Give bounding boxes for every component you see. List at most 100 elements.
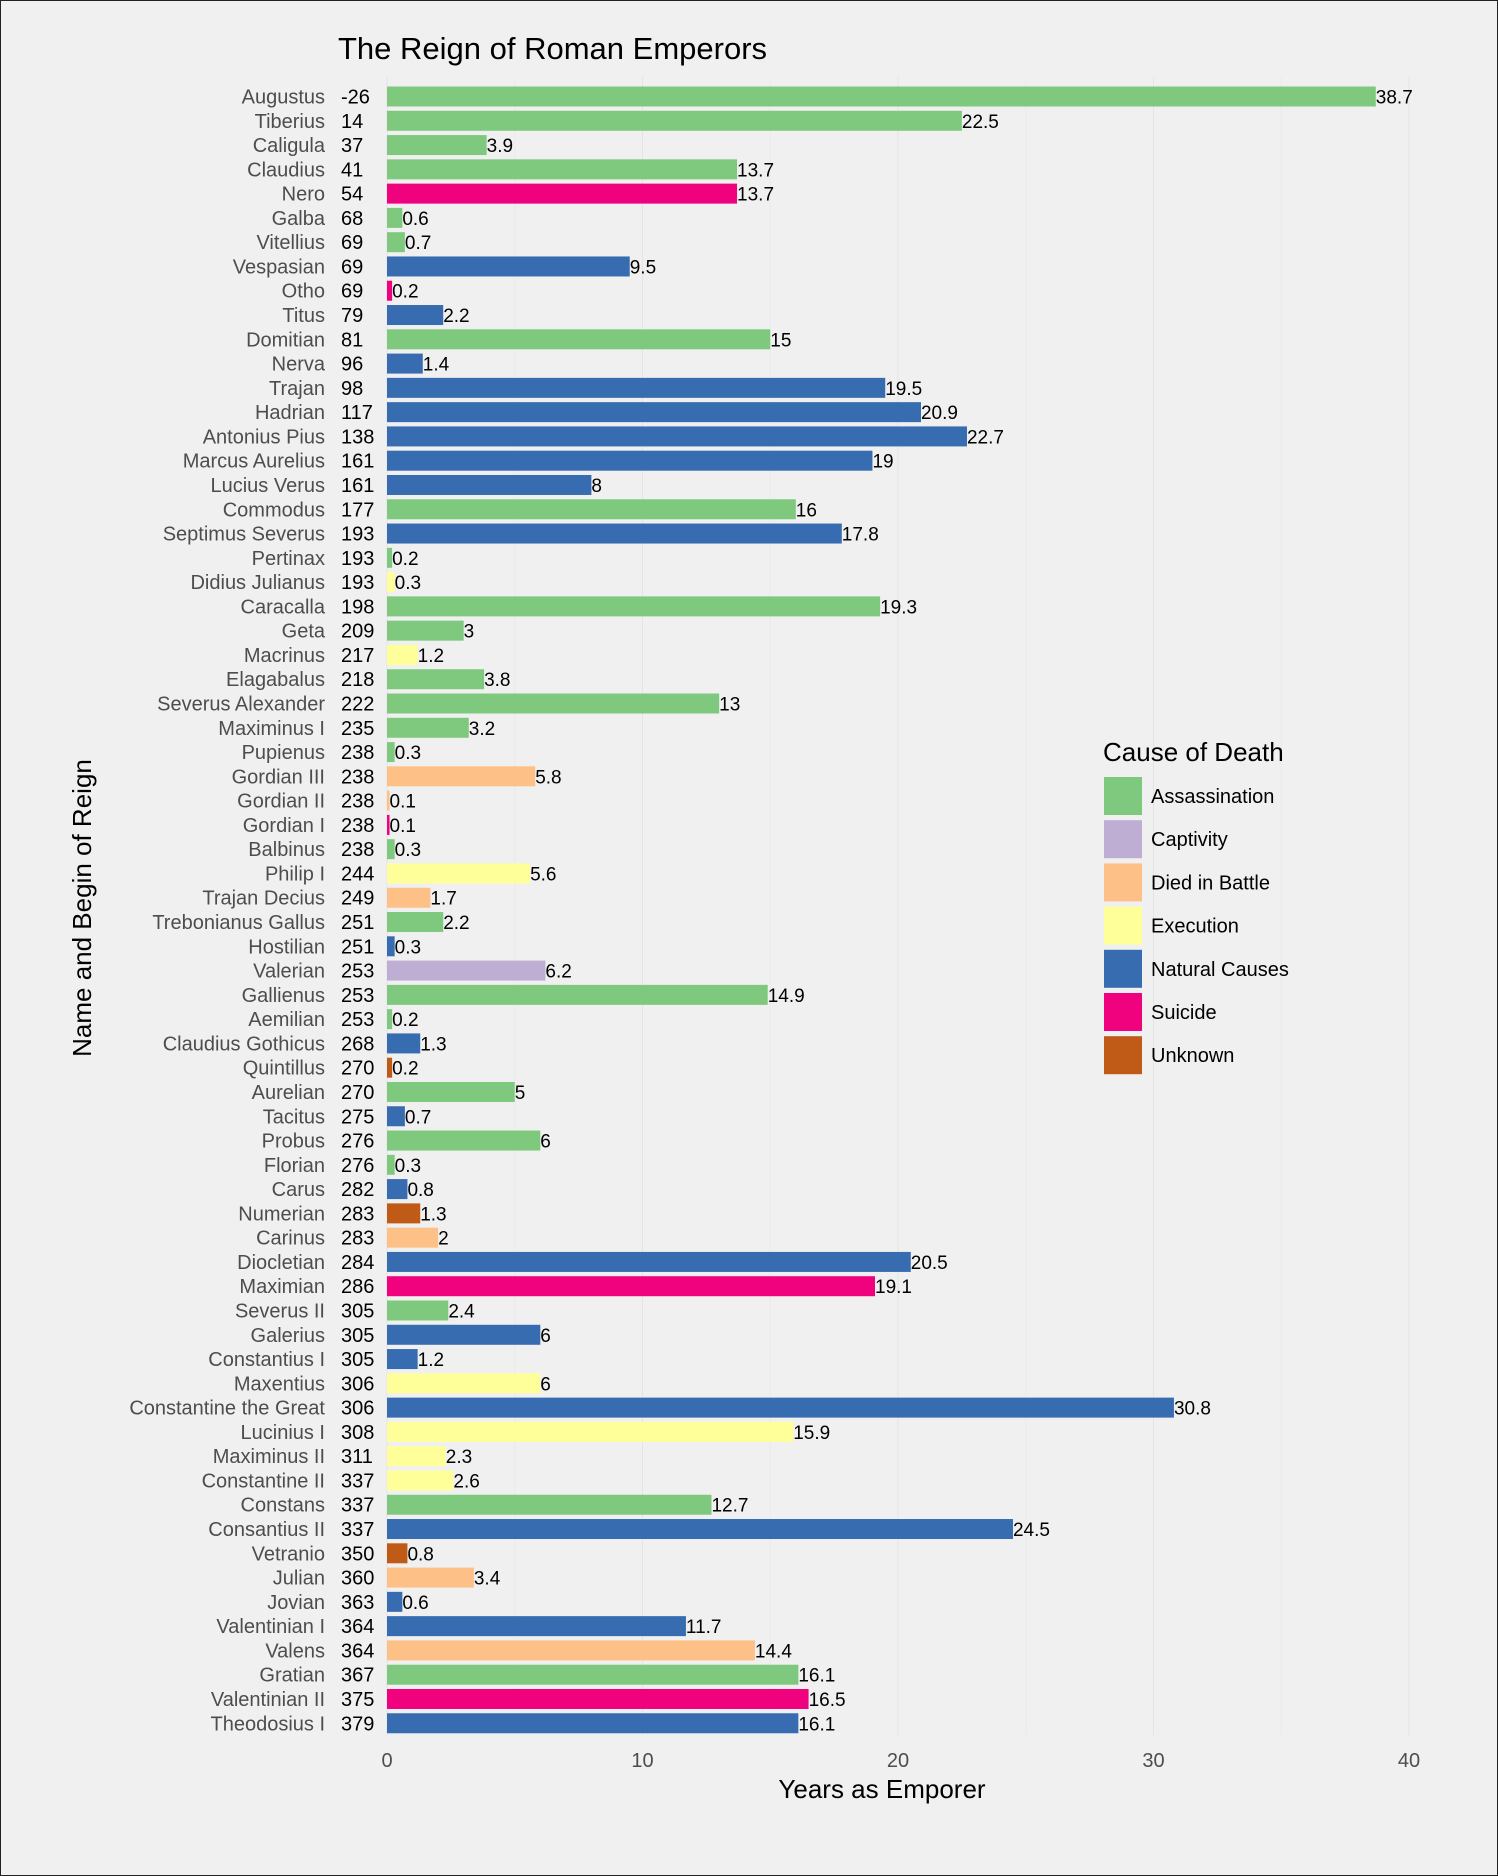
reign-begin-label: 96 [341, 354, 363, 376]
bar-value-label: 0.3 [395, 937, 421, 958]
bar [387, 1688, 809, 1709]
emperor-name-label: Macrinus [244, 645, 325, 667]
bar [387, 984, 768, 1005]
legend-swatch [1104, 906, 1142, 945]
emperor-name-label: Vitellius [256, 232, 325, 254]
legend-label: Unknown [1151, 1045, 1234, 1067]
emperor-name-label: Maxentius [234, 1373, 325, 1395]
bar-value-label: 16.1 [798, 1666, 835, 1687]
bar-value-label: 0.3 [395, 743, 421, 764]
emperor-name-label: Vespasian [233, 256, 325, 278]
bar [387, 183, 738, 204]
reign-begin-label: 253 [341, 1009, 374, 1031]
bar [387, 936, 395, 957]
bar [387, 1057, 393, 1078]
bar [387, 1276, 876, 1297]
bar [387, 1446, 446, 1467]
reign-begin-label: 251 [341, 912, 374, 934]
reign-begin-label: 275 [341, 1106, 374, 1128]
x-axis-ticks: 0 10 20 30 40 [381, 1750, 1420, 1772]
bar-value-label: 6 [540, 1374, 551, 1395]
bar-value-label: 16.1 [798, 1714, 835, 1735]
emperor-name-label: Severus Alexander [157, 694, 325, 716]
emperor-name-label: Tacitus [263, 1106, 325, 1128]
bar [387, 1616, 686, 1637]
legend-swatch [1104, 777, 1142, 815]
bar [387, 572, 395, 593]
bar-value-label: 0.6 [402, 1593, 428, 1614]
bar-value-label: 17.8 [842, 525, 879, 546]
emperor-name-label: Gordian II [237, 791, 325, 813]
legend-swatch [1104, 820, 1142, 859]
emperor-name-label: Caracalla [241, 596, 326, 618]
bar-value-label: 1.4 [423, 355, 450, 376]
bar [387, 1349, 418, 1370]
bar-value-label: 11.7 [686, 1617, 722, 1638]
bar [387, 693, 720, 714]
bar [387, 1640, 755, 1661]
reign-begin-label: 193 [341, 548, 374, 570]
emperor-name-label: Hostilian [248, 936, 325, 958]
reign-begin-label: 238 [341, 742, 374, 764]
emperor-name-label: Claudius Gothicus [163, 1033, 325, 1055]
reign-begin-label: 270 [341, 1082, 374, 1104]
emperor-name-label: Galerius [251, 1325, 325, 1347]
emperor-name-label: Valerian [253, 961, 325, 983]
x-tick-label: 30 [1142, 1750, 1164, 1772]
bar [387, 669, 485, 690]
bar [387, 353, 423, 374]
emperor-name-label: Maximian [239, 1276, 325, 1298]
bar [387, 863, 531, 884]
reign-begin-label: 244 [341, 863, 374, 885]
bar [387, 1081, 515, 1102]
bar [387, 474, 592, 495]
bar [387, 86, 1376, 107]
emperor-name-label: Hadrian [255, 402, 325, 424]
x-tick-label: 40 [1398, 1750, 1420, 1772]
bars [387, 86, 1376, 1734]
y-axis-title: Name and Begin of Reign [67, 759, 97, 1057]
bar-value-label: 3.8 [484, 670, 510, 691]
bar [387, 644, 418, 665]
reign-begin-label: 235 [341, 718, 374, 740]
bar [387, 280, 393, 301]
bar [387, 620, 464, 641]
reign-begin-label: 209 [341, 621, 374, 643]
bar [387, 110, 962, 131]
reign-begin-label: 217 [341, 645, 374, 667]
bar [387, 1251, 911, 1272]
reign-begin-label: 375 [341, 1689, 374, 1711]
emperor-name-label: Septimus Severus [163, 524, 325, 546]
bar-value-label: 0.2 [392, 1059, 418, 1080]
bar-value-label: 12.7 [711, 1496, 748, 1517]
bar [387, 790, 390, 811]
bar [387, 814, 390, 835]
reign-begin-label: 308 [341, 1422, 374, 1444]
bar-value-label: 0.3 [395, 1156, 421, 1177]
bar [387, 499, 796, 520]
emperor-name-label: Maximinus I [218, 718, 325, 740]
emperor-name-label: Tiberius [255, 111, 325, 133]
emperor-name-label: Pertinax [252, 548, 325, 570]
emperor-name-label: Numerian [238, 1203, 325, 1225]
emperor-name-label: Lucinius I [241, 1422, 326, 1444]
legend-swatch [1104, 949, 1142, 988]
bar-value-label: 0.8 [407, 1180, 433, 1201]
reign-begin-label: 14 [341, 111, 363, 133]
reign-begin-label: 286 [341, 1276, 374, 1298]
reign-begin-label: 282 [341, 1179, 374, 1201]
bar [387, 1519, 1013, 1540]
bar [387, 912, 444, 933]
reign-begin-label: 41 [341, 159, 363, 181]
bar-value-label: 13.7 [737, 160, 774, 181]
bar-value-label: 6 [540, 1132, 551, 1153]
reign-begin-label: 79 [341, 305, 363, 327]
emperor-name-label: Constantius I [208, 1349, 325, 1371]
bar [387, 1567, 474, 1588]
reign-begin-label: 54 [341, 184, 363, 206]
emperor-name-label: Theodosius I [210, 1713, 325, 1735]
bar [387, 1324, 541, 1345]
bar-value-label: 13.7 [737, 185, 774, 206]
reign-begin-label: 37 [341, 135, 363, 157]
